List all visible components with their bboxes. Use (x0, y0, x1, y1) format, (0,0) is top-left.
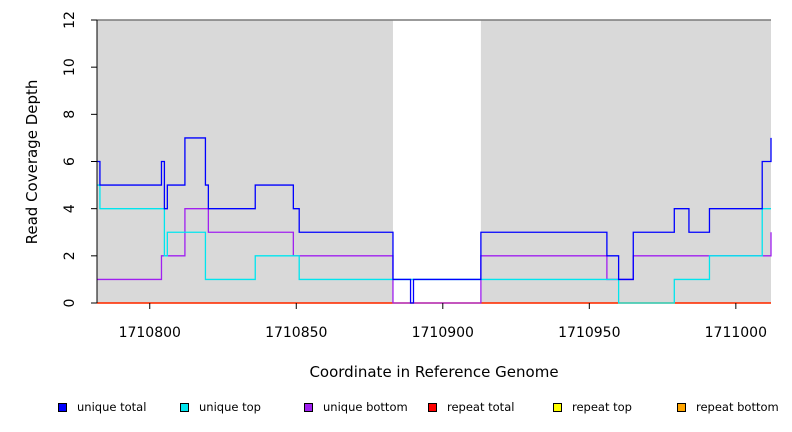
x-tick-label: 1711000 (705, 325, 767, 341)
y-tick-label: 4 (62, 204, 78, 213)
legend-label: unique total (77, 400, 147, 414)
legend-item: repeat top (553, 400, 632, 414)
legend-item: unique top (180, 400, 261, 414)
legend-swatch (428, 402, 437, 412)
y-tick-label: 2 (62, 251, 78, 260)
legend-swatch (180, 402, 189, 412)
legend-swatch (677, 402, 686, 412)
legend-label: repeat total (447, 400, 515, 414)
shaded-region-1 (480, 20, 771, 303)
legend-swatch (304, 402, 313, 412)
x-tick-label: 1710800 (119, 325, 181, 341)
y-tick-label: 0 (62, 299, 78, 308)
y-tick-label: 12 (62, 11, 78, 29)
legend-label: repeat top (572, 400, 632, 414)
x-tick-label: 1710900 (412, 325, 474, 341)
legend-label: repeat bottom (696, 400, 779, 414)
y-axis-title: Read Coverage Depth (23, 80, 41, 245)
legend-label: unique top (199, 400, 261, 414)
legend-item: unique bottom (304, 400, 408, 414)
x-tick-label: 1710850 (265, 325, 327, 341)
y-tick-label: 6 (62, 157, 78, 166)
y-tick-label: 10 (62, 58, 78, 76)
legend-swatch (58, 402, 67, 412)
y-tick-label: 8 (62, 110, 78, 119)
series-line-unique-top (97, 184, 771, 304)
shaded-region-0 (97, 20, 393, 303)
legend-item: unique total (58, 400, 146, 414)
legend-item: repeat total (428, 400, 514, 414)
legend-item: repeat bottom (677, 400, 779, 414)
series-line-unique-total (97, 137, 772, 304)
x-tick-label: 1710950 (558, 325, 620, 341)
chart-legend: unique total unique top unique bottom repea… (0, 400, 792, 418)
x-axis-title: Coordinate in Reference Genome (309, 363, 558, 381)
legend-swatch (553, 402, 562, 412)
legend-label: unique bottom (323, 400, 408, 414)
